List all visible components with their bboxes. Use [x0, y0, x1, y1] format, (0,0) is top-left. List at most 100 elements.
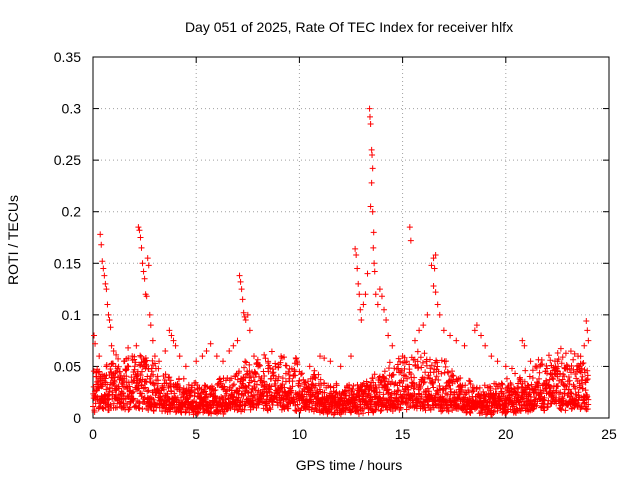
noise-point — [294, 361, 301, 368]
noise-point — [397, 405, 404, 412]
noise-point — [554, 367, 561, 374]
noise-point — [90, 403, 97, 410]
noise-point — [317, 376, 324, 383]
data-point — [424, 311, 431, 318]
noise-point — [230, 381, 237, 388]
noise-point — [150, 371, 157, 378]
data-point — [376, 286, 383, 293]
noise-point — [111, 377, 118, 384]
noise-point — [582, 379, 589, 386]
data-point — [471, 327, 478, 334]
noise-point — [247, 406, 254, 413]
noise-point — [257, 362, 264, 369]
noise-point — [261, 351, 268, 358]
noise-point — [490, 408, 497, 415]
data-point — [367, 203, 374, 210]
y-tick-label: 0.35 — [54, 49, 81, 65]
data-point — [356, 291, 363, 298]
noise-point — [258, 381, 265, 388]
noise-point — [579, 373, 586, 380]
noise-point — [274, 377, 281, 384]
noise-point — [297, 383, 304, 390]
data-point — [416, 327, 423, 334]
noise-point — [91, 408, 98, 415]
data-point — [125, 344, 132, 351]
noise-point — [110, 360, 117, 367]
data-point — [156, 358, 163, 365]
noise-point — [145, 387, 152, 394]
noise-point — [261, 372, 268, 379]
noise-point — [529, 375, 536, 382]
noise-point — [537, 390, 544, 397]
data-point — [355, 280, 362, 287]
data-point — [360, 301, 367, 308]
noise-point — [542, 385, 549, 392]
noise-point — [418, 364, 425, 371]
data-point — [584, 327, 591, 334]
noise-point — [186, 409, 193, 416]
noise-point — [124, 401, 131, 408]
noise-point — [579, 385, 586, 392]
noise-point — [253, 381, 260, 388]
noise-point — [414, 358, 421, 365]
noise-point — [559, 354, 566, 361]
noise-point — [149, 357, 156, 364]
noise-point — [103, 361, 110, 368]
noise-point — [509, 403, 516, 410]
noise-point — [394, 387, 401, 394]
noise-point — [426, 356, 433, 363]
noise-point — [256, 361, 263, 368]
noise-point — [384, 381, 391, 388]
noise-point — [138, 368, 145, 375]
data-point — [461, 342, 468, 349]
noise-point — [270, 372, 277, 379]
noise-point — [208, 410, 215, 417]
noise-point — [462, 382, 469, 389]
noise-point — [116, 368, 123, 375]
noise-point — [419, 374, 426, 381]
noise-point — [395, 365, 402, 372]
x-tick-label: 0 — [89, 426, 97, 442]
noise-point — [535, 380, 542, 387]
noise-point — [434, 363, 441, 370]
noise-point — [481, 382, 488, 389]
data-point — [372, 291, 379, 298]
noise-point — [309, 404, 316, 411]
noise-point — [408, 393, 415, 400]
noise-point — [522, 367, 529, 374]
noise-point — [450, 372, 457, 379]
noise-point — [533, 364, 540, 371]
noise-point — [541, 394, 548, 401]
noise-point — [254, 356, 261, 363]
data-point — [581, 342, 588, 349]
noise-point — [521, 378, 528, 385]
noise-point — [146, 375, 153, 382]
data-point — [182, 363, 189, 370]
noise-point — [154, 377, 161, 384]
data-point — [431, 265, 438, 272]
noise-point — [442, 390, 449, 397]
noise-point — [438, 408, 445, 415]
noise-point — [449, 372, 456, 379]
noise-point — [421, 375, 428, 382]
noise-point — [155, 385, 162, 392]
data-point — [230, 342, 237, 349]
noise-point — [433, 373, 440, 380]
noise-point — [545, 352, 552, 359]
noise-point — [473, 404, 480, 411]
noise-point — [107, 401, 114, 408]
noise-point — [289, 383, 296, 390]
noise-point — [525, 382, 532, 389]
noise-point — [442, 363, 449, 370]
noise-point — [310, 408, 317, 415]
noise-point — [385, 386, 392, 393]
noise-point — [272, 382, 279, 389]
noise-point — [577, 353, 584, 360]
data-point — [105, 311, 112, 318]
noise-point — [551, 358, 558, 365]
data-point — [166, 327, 173, 334]
data-point — [162, 347, 169, 354]
data-point — [239, 296, 246, 303]
noise-point — [580, 359, 587, 366]
noise-point — [330, 384, 337, 391]
